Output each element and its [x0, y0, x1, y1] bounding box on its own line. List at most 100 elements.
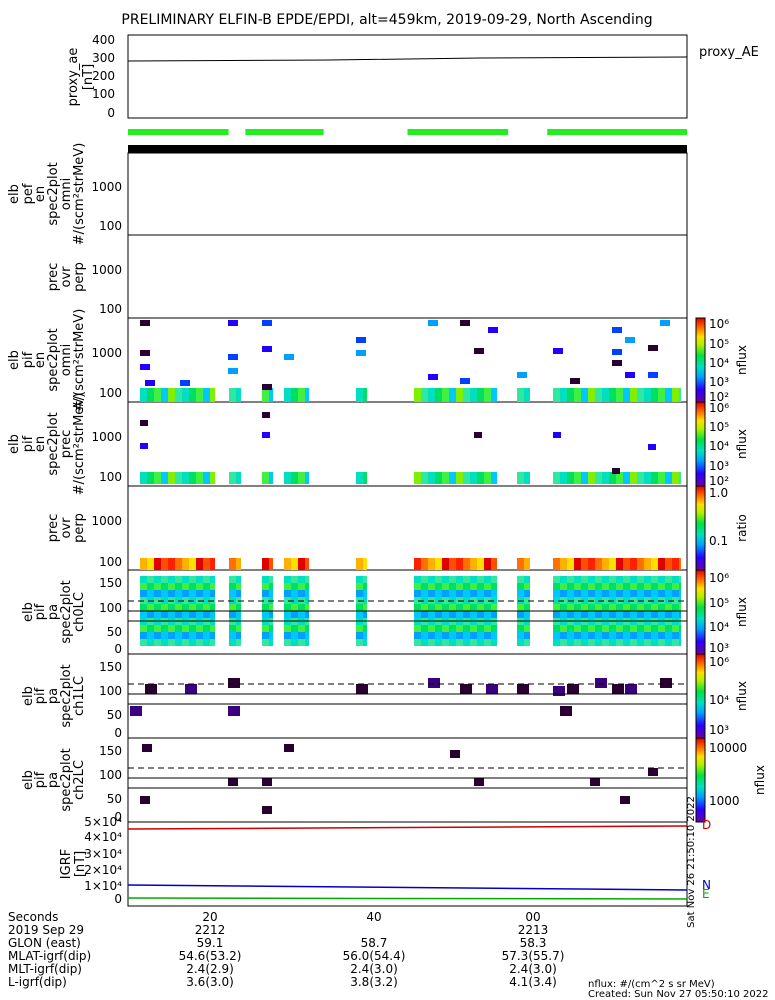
pitch-angle-cell — [449, 611, 456, 618]
svg-text:spec2plot: spec2plot — [46, 328, 61, 391]
pitch-angle-cell — [679, 583, 681, 590]
pitch-angle-cell — [672, 625, 679, 632]
energy-axis-labels: 1000 100 1000 100 1000 100 1000 100 1000… — [91, 180, 122, 569]
svg-text:100: 100 — [92, 87, 115, 101]
pitch-angle-cell — [154, 611, 161, 618]
pitch-angle-cell — [229, 625, 236, 632]
pitch-angle-cell — [524, 611, 530, 618]
svg-text:[nT]: [nT] — [73, 851, 88, 877]
pitch-angle-cell — [196, 590, 203, 597]
pitch-angle-cell — [363, 597, 367, 604]
pitch-angle-cell — [470, 604, 477, 611]
spectrogram-spot — [648, 345, 658, 351]
pitch-angle-cell — [609, 639, 616, 646]
spectrogram-cell — [161, 388, 168, 402]
pitch-angle-cell — [517, 576, 524, 583]
pitch-angle-cell — [491, 590, 497, 597]
pitch-angle-cell — [435, 611, 442, 618]
pitch-angle-cell — [623, 639, 630, 646]
spectrogram-spot — [140, 364, 150, 370]
pitch-angle-cell — [588, 604, 595, 611]
pitch-angle-cell — [229, 590, 236, 597]
pitch-angle-cell — [651, 576, 658, 583]
pitch-angle-cell — [477, 576, 484, 583]
igrf-d-label: D — [702, 818, 711, 832]
pitch-angle-cell — [602, 611, 609, 618]
pitch-angle-cell — [463, 597, 470, 604]
pitch-angle-cell — [284, 604, 291, 611]
pitch-angle-cell — [269, 590, 273, 597]
pitch-angle-cell — [203, 590, 210, 597]
spectrogram-cell — [470, 472, 477, 484]
spectrogram-cell — [567, 472, 574, 484]
svg-text:spec2plot: spec2plot — [46, 412, 61, 475]
spectrogram-cell — [463, 388, 470, 402]
svg-text:nflux: nflux — [735, 681, 749, 711]
pitch-angle-cell — [567, 639, 574, 646]
pitch-angle-cell — [553, 590, 560, 597]
spectrogram-cell — [236, 388, 241, 402]
spectrogram-spot — [228, 320, 238, 326]
spectrogram-cell — [182, 472, 189, 484]
pitch-angle-cell — [236, 576, 241, 583]
pitch-angle-cell — [595, 625, 602, 632]
pitch-angle-cell — [196, 604, 203, 611]
pitch-angle-cell — [236, 611, 241, 618]
spectrogram-spot — [145, 380, 155, 386]
pitch-angle-cell — [168, 576, 175, 583]
pitch-angle-spot — [428, 678, 440, 688]
pitch-angle-cell — [428, 604, 435, 611]
pitch-angle-cell — [658, 625, 665, 632]
svg-text:0: 0 — [114, 810, 122, 824]
pitch-angle-spot — [262, 778, 272, 786]
pitch-angle-cell — [203, 632, 210, 639]
ratio-cell — [229, 558, 236, 570]
pitch-angle-spot — [595, 678, 607, 688]
pitch-angle-cell — [463, 604, 470, 611]
ratio-cell — [168, 558, 175, 570]
pitch-angle-cell — [602, 583, 609, 590]
spectrogram-cell — [298, 388, 305, 402]
pitch-angle-cell — [262, 611, 269, 618]
igrf-panel: 5×10⁴ 4×10⁴ 3×10⁴ 2×10⁴ 1×10⁴ 0 D N E Sa… — [84, 796, 711, 928]
pitch-angle-cell — [456, 632, 463, 639]
pitch-angle-cell — [449, 583, 456, 590]
pitch-angle-cell — [630, 604, 637, 611]
pitch-angle-cell — [644, 611, 651, 618]
pitch-angle-cell — [456, 576, 463, 583]
pitch-angle-cell — [421, 590, 428, 597]
pitch-angle-cell — [567, 576, 574, 583]
svg-text:100: 100 — [99, 470, 122, 484]
spectrogram-cell — [284, 472, 291, 484]
pitch-angle-cell — [140, 611, 147, 618]
pitch-angle-cell — [210, 611, 215, 618]
pitch-angle-cell — [356, 576, 363, 583]
spectrogram-cell — [588, 472, 595, 484]
pitch-angle-cell — [616, 611, 623, 618]
pitch-angle-cell — [616, 576, 623, 583]
pitch-angle-cell — [421, 639, 428, 646]
pitch-angle-cell — [630, 583, 637, 590]
pitch-angle-cell — [203, 611, 210, 618]
spectrogram-cell — [637, 388, 644, 402]
pitch-angle-cell — [210, 625, 215, 632]
pitch-angle-cell — [442, 597, 449, 604]
pitch-angle-cell — [630, 625, 637, 632]
pitch-angle-cell — [672, 604, 679, 611]
spectrogram-cell — [363, 388, 367, 402]
pitch-angle-cell — [305, 625, 309, 632]
svg-text:#/(scm²strMeV): #/(scm²strMeV) — [72, 393, 87, 496]
svg-text:pif: pif — [33, 687, 48, 704]
svg-text:10⁴: 10⁴ — [709, 620, 729, 634]
svg-text:pif: pif — [33, 771, 48, 788]
pitch-angle-cell — [210, 632, 215, 639]
pitch-angle-cell — [363, 576, 367, 583]
pitch-angle-cell — [291, 583, 298, 590]
pitch-angle-cell — [484, 639, 491, 646]
spectrogram-cell — [356, 472, 363, 484]
pitch-angle-cell — [560, 625, 567, 632]
svg-text:0: 0 — [107, 106, 115, 120]
pitch-angle-cell — [203, 597, 210, 604]
ratio-cell — [203, 558, 210, 570]
pitch-angle-cell — [623, 597, 630, 604]
